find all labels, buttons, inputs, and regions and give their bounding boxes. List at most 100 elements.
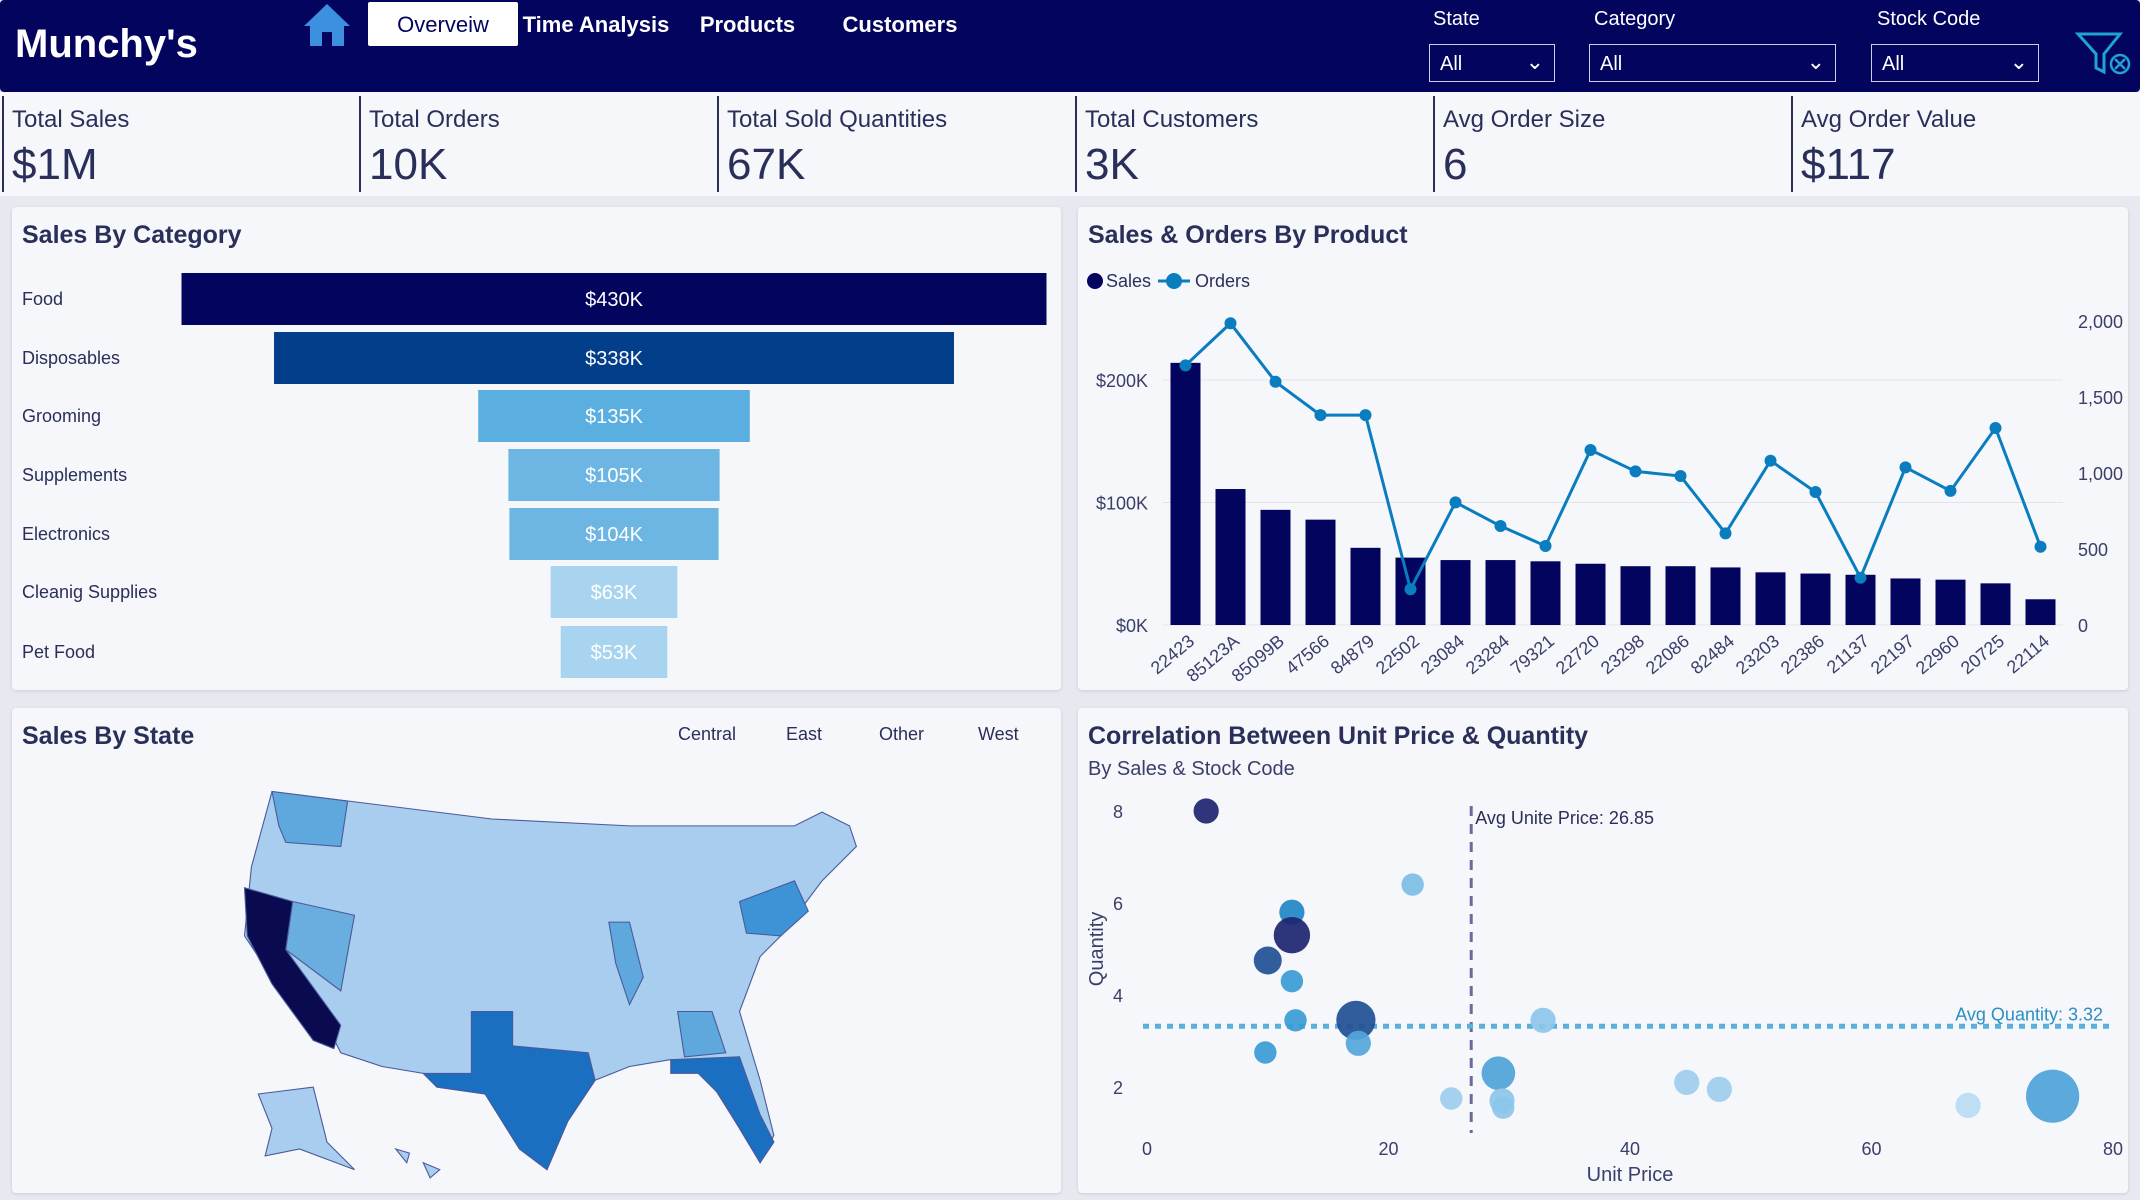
y-axis-tick: $0K [1116, 616, 1148, 636]
bar-data-label: $104K [585, 524, 643, 546]
x-axis-title: Unit Price [1587, 1164, 1674, 1186]
y-axis-tick: $100K [1096, 494, 1148, 514]
category-label: Electronics [22, 524, 110, 544]
x-axis-tick: 60 [1861, 1139, 1881, 1159]
map-state-illinois [608, 921, 644, 1007]
legend-east[interactable]: East [786, 724, 823, 744]
scatter-point [1273, 917, 1311, 954]
scatter-point [1955, 1092, 1981, 1118]
legend-west[interactable]: West [978, 724, 1019, 744]
x-axis-tick: 22502 [1372, 631, 1423, 679]
kpi-value: 3K [1085, 140, 1139, 189]
scatter-point [1674, 1069, 1700, 1095]
kpi-total-sales: Total Sales $1M [2, 96, 129, 192]
tab-overview[interactable]: Overveiw [368, 2, 518, 46]
kpi-label: Total Sales [12, 106, 130, 133]
x-axis-tick: 47566 [1282, 631, 1333, 679]
orders-point [1584, 444, 1597, 457]
legend-orders-marker [1166, 273, 1182, 289]
orders-line [1184, 321, 2042, 594]
sales-bar [1350, 547, 1381, 625]
sales-bar [1485, 560, 1516, 625]
kpi-label: Avg Order Value [1801, 106, 1977, 133]
category-label: Pet Food [22, 642, 95, 662]
kpi-value: 6 [1443, 140, 1468, 189]
kpi-value: 67K [727, 140, 806, 189]
x-axis-tick: 22197 [1867, 631, 1918, 679]
chevron-down-icon: ⌄ [2009, 49, 2028, 74]
sales-bar [1710, 567, 1741, 625]
map-state-new-york [738, 880, 809, 937]
sales-bar [1440, 560, 1471, 625]
kpi-label: Total Customers [1085, 106, 1259, 133]
funnel-bar [509, 508, 719, 560]
orders-point [1449, 496, 1462, 509]
chevron-down-icon: ⌄ [1525, 49, 1544, 74]
stock-code-filter-dropdown[interactable]: All ⌄ [1871, 44, 2039, 82]
home-icon[interactable] [302, 2, 352, 48]
scatter-point [1481, 1056, 1516, 1090]
orders-point [1224, 317, 1237, 330]
orders-point [1989, 422, 2002, 435]
sales-bar [1755, 572, 1786, 625]
x-axis-tick: 20725 [1957, 631, 2008, 679]
scatter-point [1440, 1087, 1463, 1110]
orders-point [1359, 409, 1372, 422]
orders-point [1764, 454, 1777, 467]
chevron-down-icon: ⌄ [1806, 49, 1825, 74]
map-state-california [243, 887, 342, 1050]
map-state-alaska [257, 1086, 355, 1171]
panel-title: Sales By Category [22, 221, 242, 249]
funnel-bar [560, 626, 668, 678]
map-state-texas [421, 1010, 596, 1171]
bar-data-label: $53K [591, 642, 638, 664]
legend-central[interactable]: Central [678, 724, 737, 744]
legend-orders: Orders [1195, 271, 1250, 291]
x-axis-tick: 79321 [1507, 631, 1558, 679]
panel-title: Correlation Between Unit Price & Quantit… [1088, 722, 1589, 750]
stock-code-filter-value: All [1882, 53, 1905, 75]
product-combo-chart: $0K $100K $200K 0 500 1,000 1,500 2,000 Sales Ord… [1087, 271, 2123, 686]
orders-point [1719, 527, 1732, 540]
avg-unit-price-label: Avg Unite Price: 26.85 [1475, 808, 1654, 828]
y2-axis-tick: 1,000 [2078, 464, 2123, 484]
x-axis-tick: 22114 [2003, 631, 2053, 678]
scatter-point [1193, 798, 1219, 824]
funnel-bar [508, 449, 720, 501]
y2-axis-tick: 1,500 [2078, 388, 2123, 408]
sales-by-category-panel: Sales By Category Food $430K Disposables $3… [12, 207, 1061, 690]
scatter-point [2026, 1069, 2080, 1123]
x-axis-tick: 0 [1142, 1139, 1152, 1159]
category-filter-label: Category [1594, 8, 1676, 30]
tab-customers[interactable]: Customers [842, 12, 958, 37]
tab-time-analysis[interactable]: Time Analysis [522, 12, 670, 37]
state-filter-dropdown[interactable]: All ⌄ [1429, 44, 1555, 82]
x-axis-tick: 22086 [1642, 631, 1693, 679]
sales-bar [1935, 579, 1966, 625]
orders-point [1494, 520, 1507, 533]
category-filter-value: All [1600, 53, 1623, 75]
map-state-florida [670, 1056, 775, 1164]
legend-other[interactable]: Other [879, 724, 925, 744]
scatter-point [1253, 946, 1282, 975]
sales-bar [1575, 563, 1606, 625]
orders-point [1809, 486, 1822, 498]
scatter-point [1492, 1096, 1515, 1119]
tab-products[interactable]: Products [699, 12, 796, 37]
scatter-point [1280, 970, 1304, 993]
kpi-total-customers: Total Customers 3K [1075, 96, 1258, 192]
orders-point [2034, 540, 2047, 553]
orders-point [1899, 461, 1912, 474]
us-state-map[interactable] [217, 784, 877, 1184]
sales-bar [1665, 566, 1696, 625]
panel-title: Sales & Orders By Product [1088, 221, 1408, 249]
funnel-bar [274, 332, 954, 384]
clear-filters-icon[interactable] [2075, 30, 2133, 78]
category-filter-dropdown[interactable]: All ⌄ [1589, 44, 1836, 82]
bar-data-label: $105K [585, 465, 643, 487]
y2-axis-tick: 500 [2078, 540, 2108, 560]
x-axis-tick: 20 [1378, 1139, 1398, 1159]
category-label: Supplements [22, 465, 127, 485]
sales-bar [1890, 578, 1921, 625]
kpi-label: Avg Order Size [1443, 106, 1606, 133]
